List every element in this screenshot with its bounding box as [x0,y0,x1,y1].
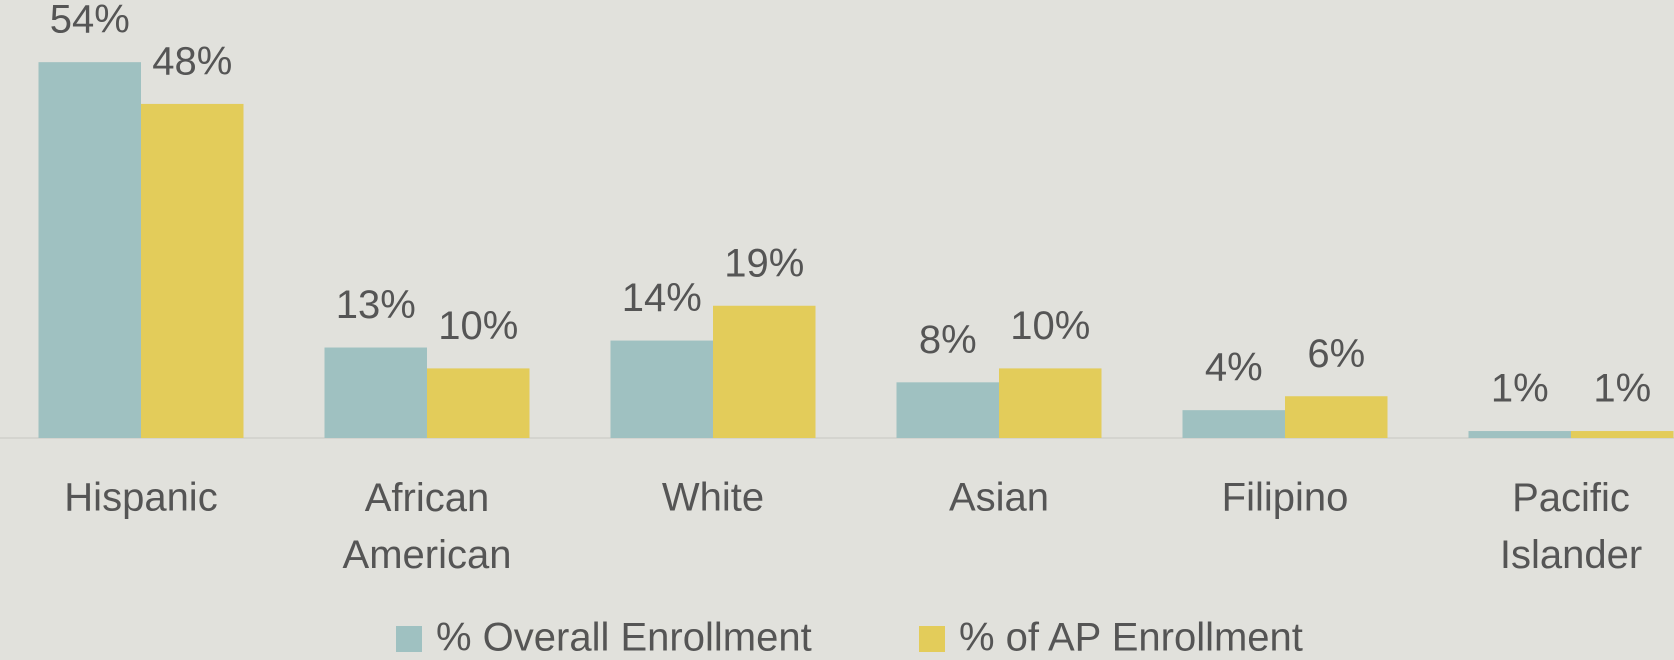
data-label: 8% [919,318,977,362]
data-label: 4% [1205,346,1263,390]
legend-swatch [919,626,945,652]
data-label: 6% [1307,332,1365,376]
x-tick-label: Asian [949,476,1049,520]
bar [1571,431,1674,438]
bar [896,382,999,438]
bar [38,62,141,438]
data-label: 48% [152,39,232,83]
bar [1468,431,1571,438]
bar [1285,396,1388,438]
data-label: 10% [438,304,518,348]
bar [713,305,816,438]
bar [1182,410,1285,438]
data-label: 13% [336,283,416,327]
legend-label: % of AP Enrollment [959,616,1303,660]
legend-label: % Overall Enrollment [436,616,812,660]
data-label: 10% [1010,304,1090,348]
data-label: 54% [50,0,130,42]
x-tick-label: Hispanic [64,476,217,520]
data-label: 1% [1491,367,1549,411]
data-label: 1% [1593,367,1651,411]
bar [427,368,530,438]
bar [999,368,1102,438]
data-label: 19% [724,241,804,285]
x-tick-label: White [662,476,764,520]
x-tick-label: African American [343,476,512,577]
bar [610,340,713,438]
x-tick-label: Filipino [1222,476,1349,520]
legend-swatch [396,626,422,652]
bar [324,347,427,438]
x-tick-label: Pacific Islander [1500,476,1642,577]
bar [141,103,244,439]
data-label: 14% [622,276,702,320]
